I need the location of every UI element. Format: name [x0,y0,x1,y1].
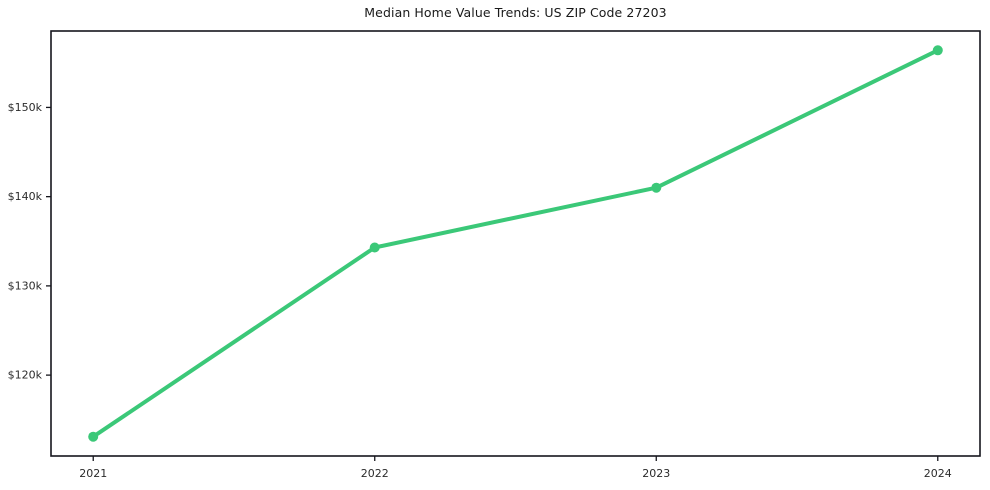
x-tick-label: 2021 [79,467,107,480]
x-tick-label: 2024 [924,467,952,480]
y-tick-label: $150k [8,101,43,114]
plot-border [50,30,981,457]
trend-line [91,48,940,439]
data-point-marker [88,431,99,442]
data-point-marker [651,182,662,193]
y-tick-label: $140k [8,190,43,203]
x-tick-label: 2022 [361,467,389,480]
chart-title: Median Home Value Trends: US ZIP Code 27… [364,5,667,20]
data-point-marker [369,242,380,253]
y-tick-label: $120k [8,369,43,382]
y-tick-label: $130k [8,279,43,292]
data-point-marker [932,45,943,56]
x-tick-label: 2023 [642,467,670,480]
